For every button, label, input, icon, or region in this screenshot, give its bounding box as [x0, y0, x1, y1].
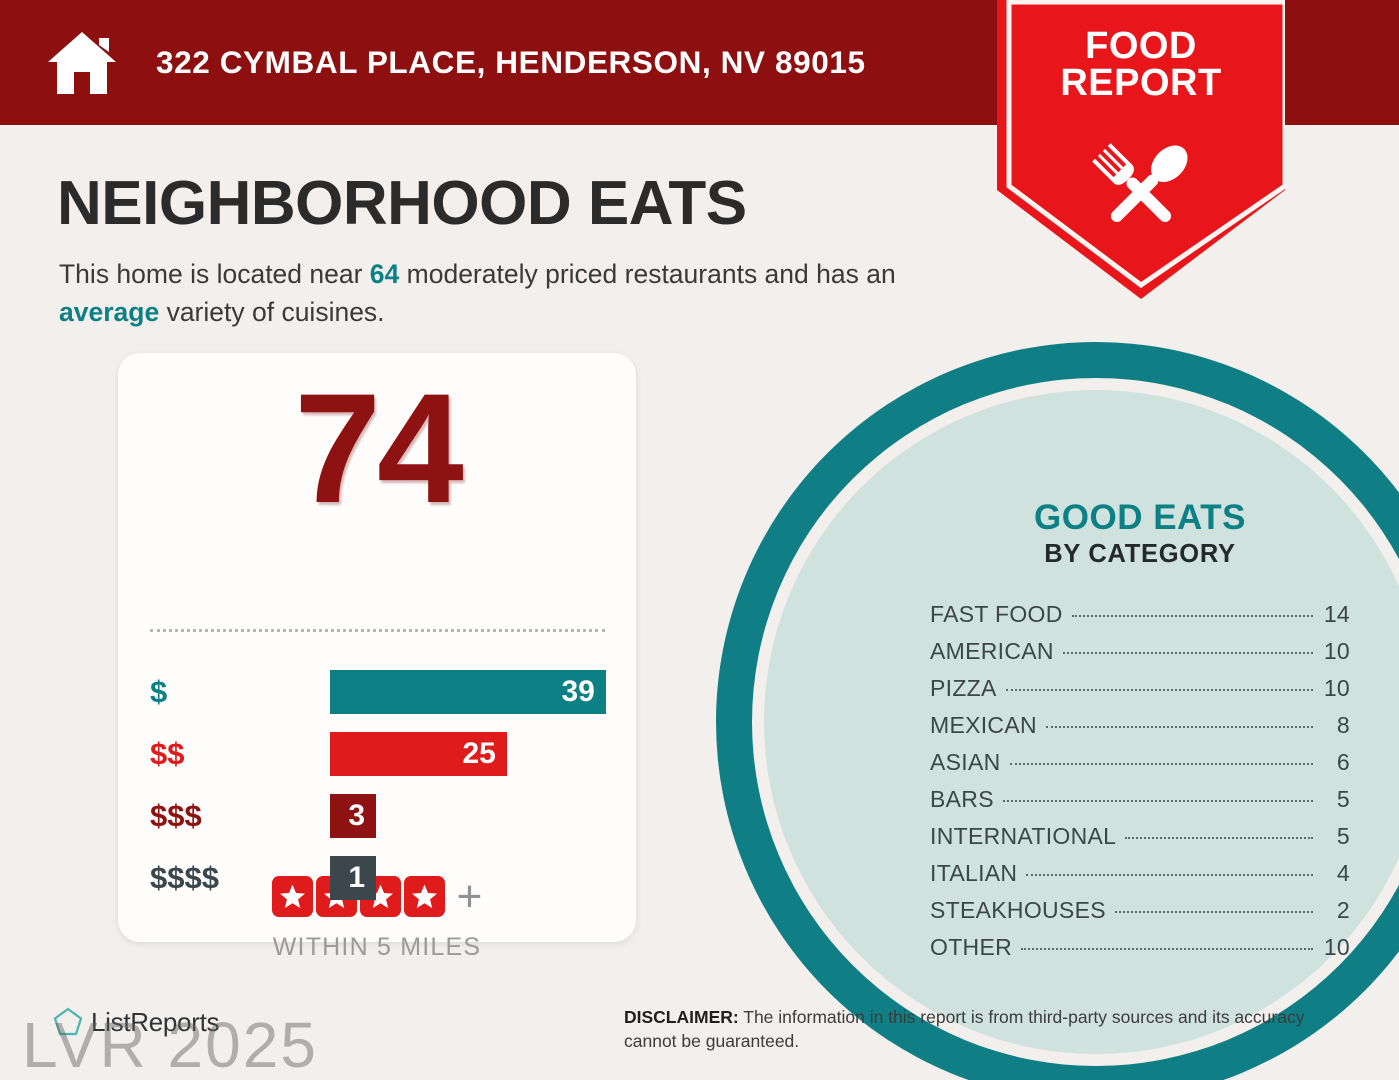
category-name: ITALIAN	[930, 859, 1018, 886]
price-bar-track: 25	[330, 732, 620, 776]
price-bar-label: $$$	[150, 798, 202, 833]
price-bar-label: $$$$	[150, 860, 219, 895]
home-icon	[44, 28, 120, 98]
category-name: ASIAN	[930, 748, 1001, 775]
food-report-badge: FOOD REPORT	[997, 0, 1285, 299]
price-bar-label: $$	[150, 736, 185, 771]
leader-dots	[1002, 799, 1313, 802]
property-address: 322 CYMBAL PLACE, HENDERSON, NV 89015	[156, 44, 866, 80]
price-bar-row: $39	[118, 661, 636, 723]
category-item: PIZZA 10	[930, 675, 1350, 712]
good-eats-panel: GOOD EATS BY CATEGORY FAST FOOD 14 AMERICA…	[930, 498, 1350, 971]
category-list: FAST FOOD 14 AMERICAN 10 PIZZA 10 MEXICAN 8 ASIA…	[930, 601, 1350, 971]
header-content: 322 CYMBAL PLACE, HENDERSON, NV 89015	[44, 0, 866, 125]
price-bar-fill: 39	[330, 670, 606, 714]
category-name: MEXICAN	[930, 711, 1037, 738]
category-item: ITALIAN 4	[930, 860, 1350, 897]
food-score: 74	[294, 362, 464, 536]
leader-dots	[1021, 947, 1313, 950]
card-divider	[150, 629, 605, 632]
star-icon	[403, 876, 445, 917]
category-count: 6	[1336, 748, 1350, 775]
spoon-fork-icon	[1092, 143, 1188, 223]
category-item: BARS 5	[930, 786, 1350, 823]
category-count: 2	[1336, 896, 1350, 923]
price-bar-row: $$$ 3	[118, 785, 636, 847]
category-count: 4	[1336, 859, 1350, 886]
mint-circle-inner	[764, 390, 1399, 1054]
price-level-bar-chart: $39 $$ 25 $$$ 3 $$$$ 1	[118, 661, 636, 909]
good-eats-subtitle: BY CATEGORY	[1044, 539, 1236, 568]
category-item: OTHER 10	[930, 934, 1350, 971]
category-item: MEXICAN 8	[930, 712, 1350, 749]
leader-dots	[1009, 762, 1313, 765]
good-eats-title: GOOD EATS	[1034, 498, 1246, 537]
price-bar-row: $$$$ 1	[118, 847, 636, 909]
price-bar-label: $	[150, 674, 168, 709]
page-subtitle: This home is located near 64 moderately …	[59, 256, 969, 331]
leader-dots	[1026, 873, 1313, 876]
page-title: NEIGHBORHOOD EATS	[57, 169, 747, 238]
radius-label: WITHIN 5 MILES	[272, 933, 482, 961]
category-count: 14	[1323, 600, 1350, 627]
price-bar-row: $$ 25	[118, 723, 636, 785]
category-item: ASIAN 6	[930, 749, 1350, 786]
leader-dots	[1045, 725, 1313, 728]
disclaimer-label: DISCLAIMER:	[624, 1007, 739, 1027]
category-count: 5	[1336, 822, 1350, 849]
star-icon	[271, 876, 313, 917]
category-name: FAST FOOD	[930, 600, 1063, 627]
category-name: BARS	[930, 785, 994, 812]
star-rating: +	[118, 871, 636, 921]
price-bar-track: 1	[330, 856, 620, 900]
category-name: INTERNATIONAL	[930, 822, 1117, 849]
listreports-pentagon-icon	[52, 1006, 84, 1038]
category-name: AMERICAN	[930, 637, 1054, 664]
subtitle-restaurant-count: 64	[369, 259, 400, 289]
price-bar-fill: 3	[330, 794, 376, 838]
plus-icon: +	[456, 871, 483, 921]
category-count: 10	[1323, 674, 1350, 701]
disclaimer: DISCLAIMER: The information in this repo…	[624, 1005, 1339, 1053]
price-bar-track: 3	[330, 794, 620, 838]
category-count: 8	[1336, 711, 1350, 738]
teal-circle-graphic	[716, 342, 1399, 1080]
disclaimer-text: The information in this report is from t…	[624, 1007, 1305, 1052]
category-name: STEAKHOUSES	[930, 896, 1106, 923]
category-item: FAST FOOD 14	[930, 601, 1350, 638]
score-card: 74 + WITHIN 5 MILES $39 $$ 25 $$$ 3 $$$$ 1	[118, 353, 636, 961]
leader-dots	[1071, 614, 1313, 617]
subtitle-text-1: This home is located near	[59, 259, 370, 289]
price-bar-track: 39	[330, 670, 620, 714]
category-item: STEAKHOUSES 2	[930, 897, 1350, 934]
subtitle-variety-level: average	[59, 296, 160, 327]
category-item: AMERICAN 10	[930, 638, 1350, 675]
price-bar-fill: 1	[330, 856, 376, 900]
category-name: OTHER	[930, 933, 1012, 960]
leader-dots	[1062, 651, 1313, 654]
subtitle-text-3: variety of cuisines.	[159, 296, 385, 327]
leader-dots	[1005, 688, 1313, 691]
category-item: INTERNATIONAL 5	[930, 823, 1350, 860]
category-name: PIZZA	[930, 674, 997, 701]
listreports-logo[interactable]: ListReports	[52, 1006, 220, 1038]
subtitle-text-2: moderately priced restaurants and has an	[399, 259, 896, 289]
category-count: 10	[1323, 637, 1350, 664]
price-bar-fill: 25	[330, 732, 507, 776]
listreports-wordmark: ListReports	[91, 1006, 220, 1037]
category-count: 10	[1323, 933, 1350, 960]
category-count: 5	[1336, 785, 1350, 812]
leader-dots	[1125, 836, 1313, 839]
leader-dots	[1114, 910, 1313, 913]
